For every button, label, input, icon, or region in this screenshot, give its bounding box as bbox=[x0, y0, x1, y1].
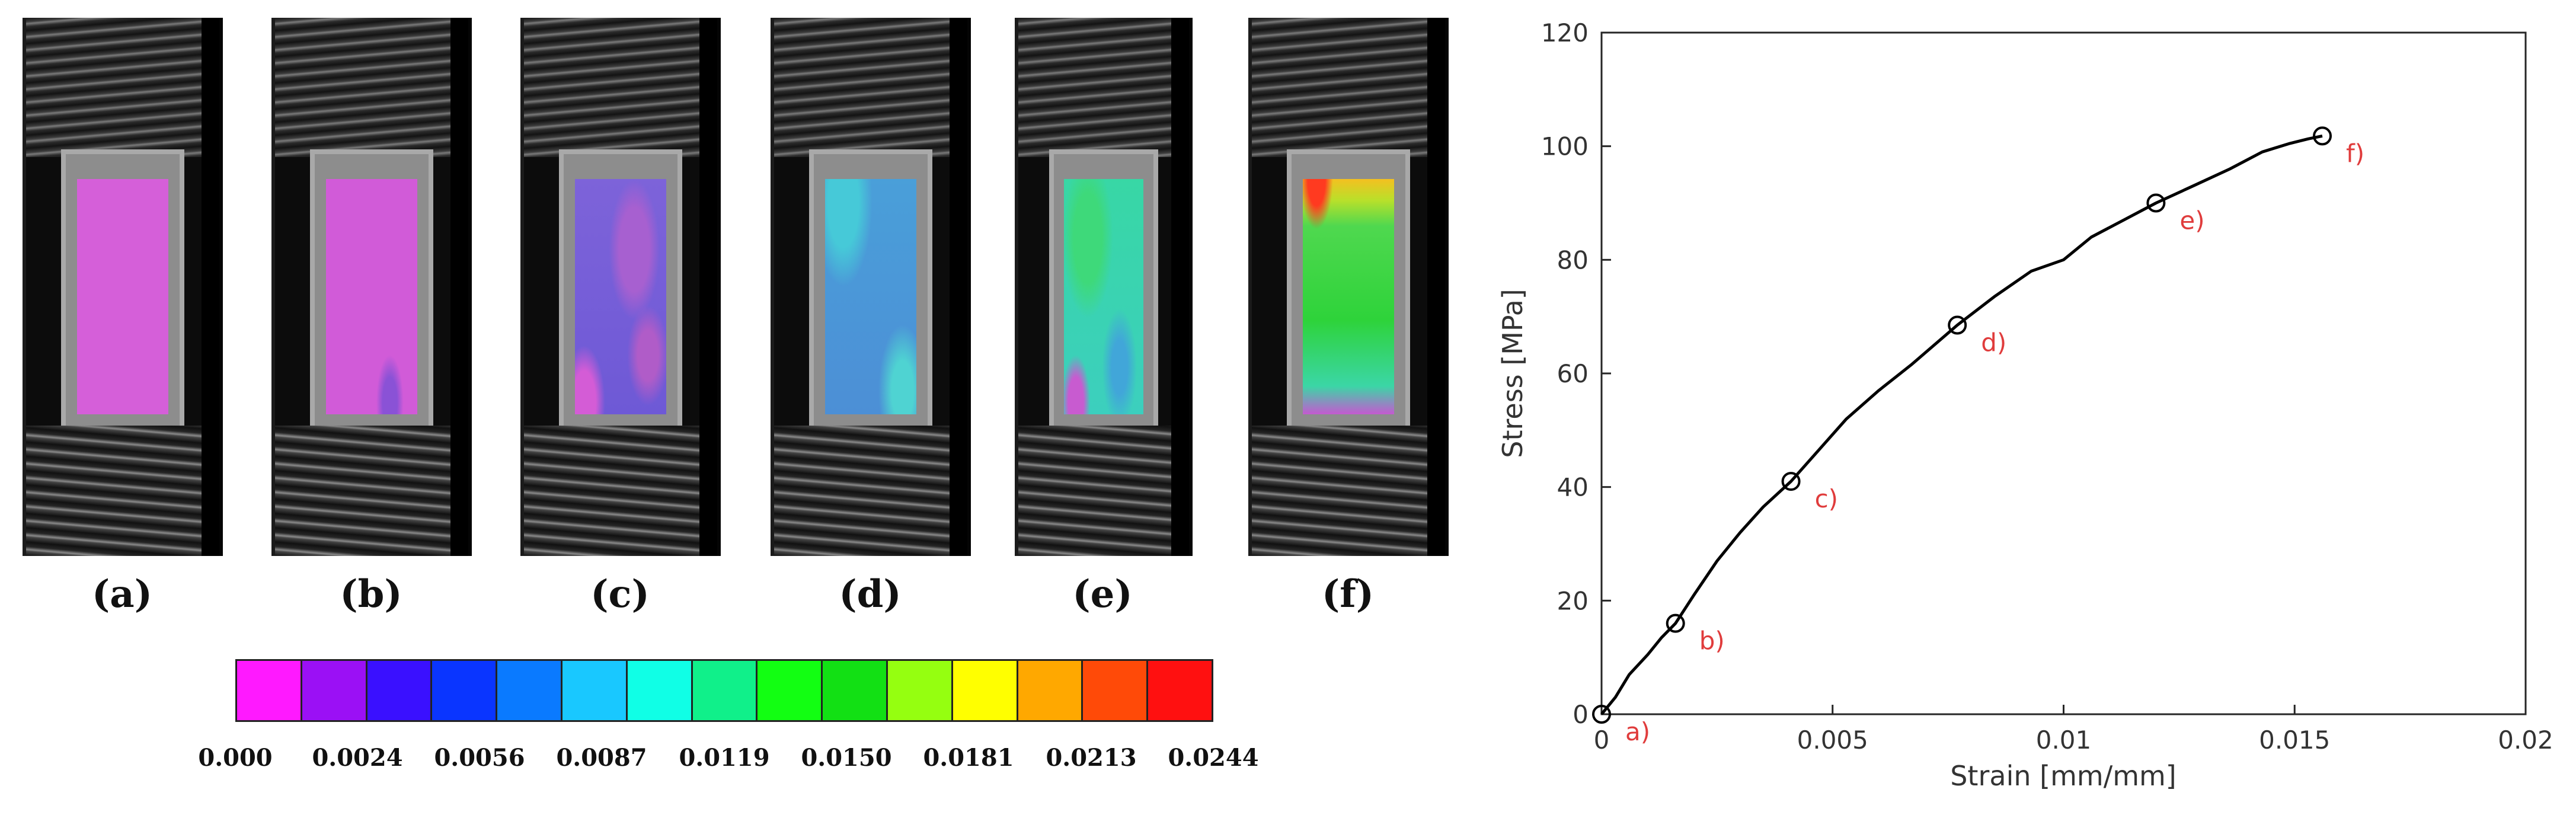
lower-grip bbox=[275, 426, 468, 556]
y-tick-label: 40 bbox=[1557, 473, 1589, 502]
panel-edge bbox=[1427, 18, 1445, 556]
panel-label-b: (b) bbox=[340, 572, 402, 616]
y-tick-label: 60 bbox=[1557, 359, 1589, 388]
y-tick-label: 100 bbox=[1541, 132, 1589, 161]
specimen bbox=[808, 149, 933, 433]
colorbar-segment bbox=[1018, 661, 1084, 720]
dic-panels bbox=[23, 18, 1449, 556]
colorbar-segment bbox=[758, 661, 823, 720]
marker-label: f) bbox=[2346, 139, 2364, 168]
dic-image-e bbox=[1015, 18, 1193, 556]
marker-f bbox=[2313, 126, 2332, 146]
colorbar-tick: 0.0087 bbox=[556, 744, 647, 772]
colorbar-tick: 0.0244 bbox=[1168, 744, 1259, 772]
panel-label-a: (a) bbox=[91, 572, 153, 616]
upper-grip bbox=[275, 18, 468, 157]
dic-image-c bbox=[520, 18, 721, 556]
specimen bbox=[60, 149, 185, 433]
upper-grip bbox=[774, 18, 967, 157]
colorbar-tick: 0.0181 bbox=[923, 744, 1014, 772]
strain-field-c bbox=[574, 178, 667, 414]
panel-label-d: (d) bbox=[839, 572, 902, 616]
colorbar-tick: 0.000 bbox=[198, 744, 273, 772]
panel-label-c: (c) bbox=[590, 572, 650, 616]
strain-colorbar bbox=[235, 659, 1213, 722]
lower-grip bbox=[1252, 426, 1445, 556]
colorbar-segment bbox=[497, 661, 562, 720]
strain-field-d bbox=[824, 178, 917, 414]
y-tick-label: 20 bbox=[1557, 586, 1589, 615]
y-tick-label: 120 bbox=[1541, 18, 1589, 47]
colorbar-segment bbox=[627, 661, 693, 720]
colorbar-segment bbox=[1083, 661, 1149, 720]
marker-b bbox=[1666, 613, 1685, 633]
upper-grip bbox=[524, 18, 717, 157]
plot-area bbox=[1600, 31, 2527, 715]
colorbar-tick: 0.0024 bbox=[312, 744, 403, 772]
stress-strain-chart: 0 0.005 0.01 0.015 0.02 0 20 40 60 80 100 120 a) b)… bbox=[1497, 18, 2553, 792]
lower-grip bbox=[774, 426, 967, 556]
marker-a bbox=[1592, 705, 1611, 724]
strain-field-b bbox=[325, 178, 418, 414]
colorbar-tick: 0.0119 bbox=[679, 744, 770, 772]
marker-label: b) bbox=[1699, 627, 1725, 656]
panel-edge bbox=[202, 18, 219, 556]
panel-edge bbox=[450, 18, 468, 556]
x-tick-label: 0 bbox=[1594, 725, 1610, 755]
upper-grip bbox=[1018, 18, 1189, 157]
colorbar-segment bbox=[692, 661, 758, 720]
lower-grip bbox=[1018, 426, 1189, 556]
colorbar-segment bbox=[302, 661, 367, 720]
strain-field-f bbox=[1302, 178, 1395, 414]
colorbar-segment bbox=[1148, 661, 1212, 720]
strain-field-e bbox=[1063, 178, 1144, 414]
x-axis-label: Strain [mm/mm] bbox=[1950, 760, 2177, 792]
stress-strain-curve bbox=[1600, 134, 2323, 715]
marker-c bbox=[1781, 472, 1801, 491]
y-tick-label: 80 bbox=[1557, 245, 1589, 274]
colorbar-segment bbox=[237, 661, 302, 720]
x-tick-label: 0.01 bbox=[2036, 725, 2092, 755]
panel-edge bbox=[699, 18, 717, 556]
dic-image-b bbox=[271, 18, 472, 556]
x-tick-label: 0.015 bbox=[2259, 725, 2330, 755]
colorbar-segment bbox=[432, 661, 498, 720]
specimen bbox=[309, 149, 434, 433]
y-axis-label: Stress [MPa] bbox=[1497, 289, 1529, 458]
marker-label: a) bbox=[1625, 717, 1650, 746]
colorbar-tick: 0.0150 bbox=[801, 744, 892, 772]
dic-image-d bbox=[771, 18, 971, 556]
specimen bbox=[1286, 149, 1411, 433]
upper-grip bbox=[26, 18, 219, 157]
lower-grip bbox=[524, 426, 717, 556]
specimen bbox=[1049, 149, 1159, 433]
x-tick-label: 0.02 bbox=[2498, 725, 2553, 755]
upper-grip bbox=[1252, 18, 1445, 157]
y-tick-label: 0 bbox=[1573, 700, 1589, 729]
panel-label-e: (e) bbox=[1072, 572, 1133, 616]
panel-label-f: (f) bbox=[1321, 572, 1375, 616]
specimen bbox=[558, 149, 683, 433]
colorbar-segment bbox=[887, 661, 953, 720]
dic-image-f bbox=[1248, 18, 1449, 556]
x-tick-label: 0.005 bbox=[1797, 725, 1868, 755]
colorbar-tick: 0.0213 bbox=[1046, 744, 1137, 772]
lower-grip bbox=[26, 426, 219, 556]
colorbar-tick: 0.0056 bbox=[434, 744, 525, 772]
panel-edge bbox=[1171, 18, 1189, 556]
marker-e bbox=[2146, 193, 2166, 213]
y-ticks: 0 20 40 60 80 100 120 bbox=[1541, 18, 1611, 729]
marker-label: d) bbox=[1981, 328, 2006, 357]
panel-edge bbox=[950, 18, 967, 556]
colorbar-segment bbox=[823, 661, 888, 720]
colorbar-segment bbox=[953, 661, 1018, 720]
dic-image-a bbox=[23, 18, 223, 556]
colorbar-segment bbox=[562, 661, 628, 720]
colorbar-segment bbox=[367, 661, 433, 720]
marker-d bbox=[1948, 315, 1967, 335]
marker-label: c) bbox=[1815, 484, 1838, 513]
markers: a) b) c) d) e) f) bbox=[1592, 126, 2364, 746]
strain-field-a bbox=[76, 178, 169, 414]
marker-label: e) bbox=[2179, 206, 2204, 235]
